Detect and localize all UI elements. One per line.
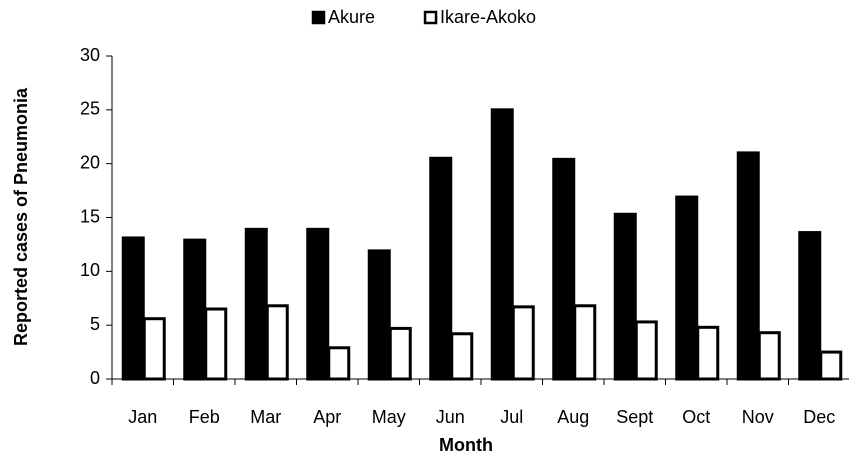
bar: [327, 346, 351, 381]
bar: [490, 108, 514, 381]
legend-swatch: [311, 10, 326, 25]
bar: [757, 331, 781, 381]
x-tick-label: Jul: [500, 407, 523, 427]
y-axis-label: Reported cases of Pneumonia: [11, 87, 31, 346]
bar: [121, 236, 145, 381]
x-tick-label: Nov: [742, 407, 774, 427]
bar: [675, 195, 699, 381]
bar: [573, 304, 597, 381]
y-tick-label: 25: [80, 99, 100, 119]
x-tick-label: Apr: [313, 407, 341, 427]
x-tick-label: Aug: [557, 407, 589, 427]
bar: [183, 238, 207, 381]
bar: [306, 227, 330, 381]
y-tick-label: 20: [80, 152, 100, 172]
bar: [265, 304, 289, 381]
x-tick-label: May: [372, 407, 406, 427]
bar: [819, 350, 843, 381]
bar: [696, 325, 720, 381]
bar: [244, 227, 268, 381]
x-tick-label: Jun: [436, 407, 465, 427]
x-tick-label: Dec: [803, 407, 835, 427]
bar: [450, 332, 474, 381]
x-tick-label: Feb: [189, 407, 220, 427]
bar: [367, 249, 391, 381]
x-tick-label: Oct: [682, 407, 710, 427]
bar: [429, 156, 453, 381]
bar: [552, 157, 576, 381]
bar: [613, 212, 637, 381]
y-tick-label: 10: [80, 260, 100, 280]
y-tick-label: 30: [80, 45, 100, 65]
legend-label: Ikare-Akoko: [440, 7, 536, 27]
bar: [204, 307, 228, 381]
x-tick-label: Jan: [128, 407, 157, 427]
x-axis-label: Month: [439, 435, 493, 455]
y-tick-label: 0: [90, 368, 100, 388]
bar: [736, 151, 760, 381]
bar: [511, 305, 535, 381]
y-tick-label: 5: [90, 314, 100, 334]
bar: [388, 326, 412, 381]
bar: [798, 231, 822, 381]
bar: [634, 320, 658, 381]
legend-label: Akure: [328, 7, 375, 27]
x-tick-label: Mar: [250, 407, 281, 427]
y-tick-label: 15: [80, 206, 100, 226]
legend-swatch: [423, 10, 438, 25]
x-tick-label: Sept: [616, 407, 653, 427]
bar: [142, 317, 166, 381]
